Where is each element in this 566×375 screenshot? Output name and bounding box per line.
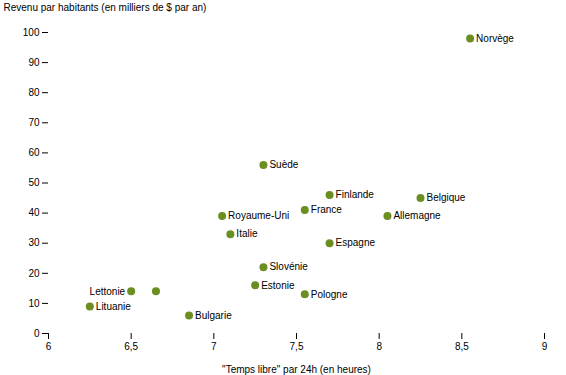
svg-text:80: 80 bbox=[28, 87, 40, 98]
svg-text:90: 90 bbox=[28, 57, 40, 68]
svg-text:8: 8 bbox=[376, 341, 382, 352]
svg-text:Lituanie: Lituanie bbox=[96, 301, 131, 312]
svg-text:Lettonie: Lettonie bbox=[90, 286, 126, 297]
svg-text:40: 40 bbox=[28, 207, 40, 218]
svg-text:Revenu par habitants (en milli: Revenu par habitants (en milliers de $ p… bbox=[4, 2, 207, 13]
svg-text:8,5: 8,5 bbox=[455, 341, 469, 352]
svg-text:France: France bbox=[311, 204, 343, 215]
svg-text:Allemagne: Allemagne bbox=[393, 210, 441, 221]
svg-text:Royaume-Uni: Royaume-Uni bbox=[228, 210, 289, 221]
svg-text:70: 70 bbox=[28, 117, 40, 128]
svg-text:Pologne: Pologne bbox=[311, 289, 348, 300]
svg-text:20: 20 bbox=[28, 268, 40, 279]
svg-text:10: 10 bbox=[28, 298, 40, 309]
svg-text:Slovénie: Slovénie bbox=[269, 261, 308, 272]
svg-text:6,5: 6,5 bbox=[124, 341, 138, 352]
svg-text:7,5: 7,5 bbox=[290, 341, 304, 352]
svg-text:Suède: Suède bbox=[269, 159, 298, 170]
svg-text:Belgique: Belgique bbox=[427, 192, 466, 203]
svg-text:0: 0 bbox=[34, 328, 40, 339]
svg-text:6: 6 bbox=[46, 341, 52, 352]
svg-text:Finlande: Finlande bbox=[336, 189, 375, 200]
svg-text:"Temps libre" par 24h (en heur: "Temps libre" par 24h (en heures) bbox=[222, 364, 371, 375]
svg-text:30: 30 bbox=[28, 237, 40, 248]
svg-text:Bulgarie: Bulgarie bbox=[195, 310, 232, 321]
svg-text:100: 100 bbox=[23, 27, 40, 38]
svg-text:Estonie: Estonie bbox=[261, 280, 295, 291]
svg-text:9: 9 bbox=[542, 341, 548, 352]
svg-text:50: 50 bbox=[28, 177, 40, 188]
svg-text:Norvège: Norvège bbox=[476, 33, 514, 44]
svg-text:Italie: Italie bbox=[236, 228, 258, 239]
svg-text:7: 7 bbox=[211, 341, 217, 352]
svg-text:60: 60 bbox=[28, 147, 40, 158]
svg-text:Espagne: Espagne bbox=[336, 237, 376, 248]
